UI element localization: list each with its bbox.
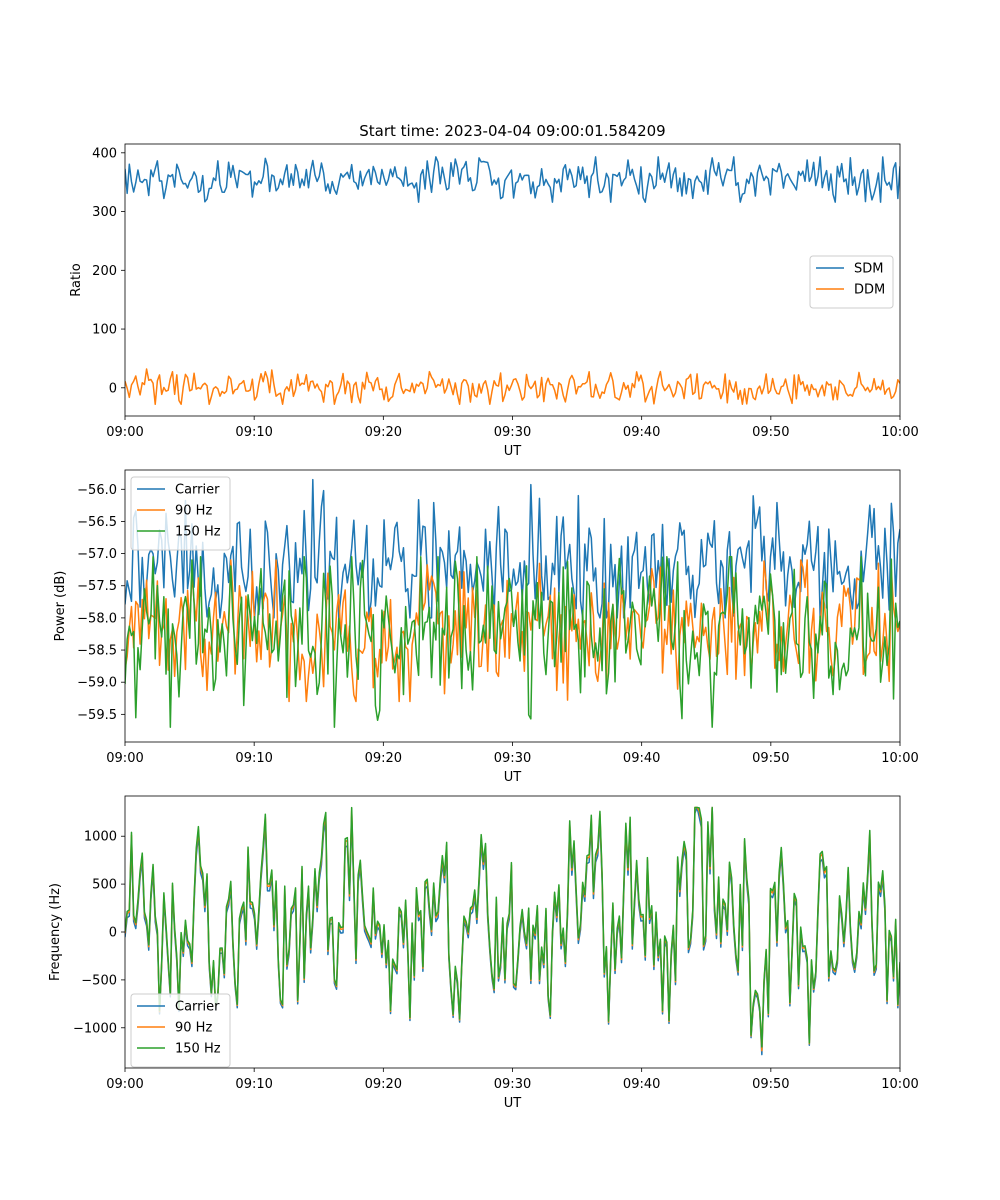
y-tick-label: 500	[92, 878, 117, 893]
x-tick-label: 09:00	[106, 425, 143, 440]
series-line-150-hz	[125, 806, 900, 1048]
x-tick-label: 09:30	[494, 1077, 531, 1092]
chart-panel-1: 09:00 09:10 09:20 09:30 09:40 09:50 10:00 0 100 2…	[69, 143, 919, 459]
x-tick-label: 09:30	[494, 751, 531, 766]
y-tick-label: −58.5	[77, 644, 117, 659]
y-tick-label: 200	[92, 264, 117, 279]
legend-label: Carrier	[175, 1000, 220, 1015]
x-tick-label: 09:20	[365, 751, 402, 766]
x-tick-label: 10:00	[881, 425, 918, 440]
y-tick-label: −59.5	[77, 708, 117, 723]
y-tick-label: −58.0	[77, 611, 117, 626]
series-line-sdm	[125, 156, 900, 203]
y-tick-label: −59.0	[77, 676, 117, 691]
x-tick-label: 09:00	[106, 751, 143, 766]
y-tick-label: −500	[81, 973, 117, 988]
y-axis-label: Ratio	[69, 263, 84, 296]
y-tick-label: −1000	[73, 1021, 117, 1036]
y-tick-label: −57.5	[77, 579, 117, 594]
y-tick-label: 400	[92, 146, 117, 161]
x-tick-label: 09:30	[494, 425, 531, 440]
chart-panel-3: 09:00 09:10 09:20 09:30 09:40 09:50 10:00 −1000…	[48, 795, 919, 1111]
x-tick-label: 09:10	[235, 751, 272, 766]
x-tick-label: 09:00	[106, 1077, 143, 1092]
y-tick-label: −56.5	[77, 515, 117, 530]
x-tick-label: 09:40	[623, 751, 660, 766]
x-tick-label: 09:50	[752, 425, 789, 440]
x-tick-label: 10:00	[881, 751, 918, 766]
series-line-150-hz	[125, 556, 900, 728]
x-tick-label: 09:20	[365, 1077, 402, 1092]
legend: Carrier 90 Hz 150 Hz	[130, 993, 231, 1068]
legend-label: SDM	[854, 262, 883, 277]
x-tick-label: 09:50	[752, 1077, 789, 1092]
x-tick-label: 09:10	[235, 1077, 272, 1092]
y-tick-label: −57.0	[77, 547, 117, 562]
y-tick-label: 0	[109, 381, 117, 396]
legend-label: 90 Hz	[175, 504, 212, 519]
chart-panel-2: 09:00 09:10 09:20 09:30 09:40 09:50 10:00 −56.0…	[53, 469, 919, 785]
figure-title: Start time: 2023-04-04 09:00:01.584209	[359, 122, 665, 140]
x-tick-label: 09:40	[623, 425, 660, 440]
x-tick-label: 09:40	[623, 1077, 660, 1092]
legend-label: 90 Hz	[175, 1021, 212, 1036]
legend-label: DDM	[854, 283, 885, 298]
legend-label: 150 Hz	[175, 525, 221, 540]
y-tick-label: −56.0	[77, 483, 117, 498]
x-tick-label: 09:20	[365, 425, 402, 440]
series-line-ddm	[125, 368, 900, 405]
legend: Carrier 90 Hz 150 Hz	[130, 476, 231, 551]
x-tick-label: 09:10	[235, 425, 272, 440]
x-axis-label: UT	[504, 770, 522, 785]
legend-label: 150 Hz	[175, 1042, 221, 1057]
x-axis-label: UT	[504, 444, 522, 459]
y-axis-label: Frequency (Hz)	[48, 883, 63, 981]
y-tick-label: 300	[92, 205, 117, 220]
x-tick-label: 09:50	[752, 751, 789, 766]
x-axis-label: UT	[504, 1096, 522, 1111]
legend: SDM DDM	[809, 255, 894, 309]
y-tick-label: 100	[92, 323, 117, 338]
y-axis-label: Power (dB)	[53, 571, 68, 642]
x-tick-label: 10:00	[881, 1077, 918, 1092]
y-tick-label: 0	[109, 926, 117, 941]
legend-label: Carrier	[175, 483, 220, 498]
y-tick-label: 1000	[84, 830, 117, 845]
